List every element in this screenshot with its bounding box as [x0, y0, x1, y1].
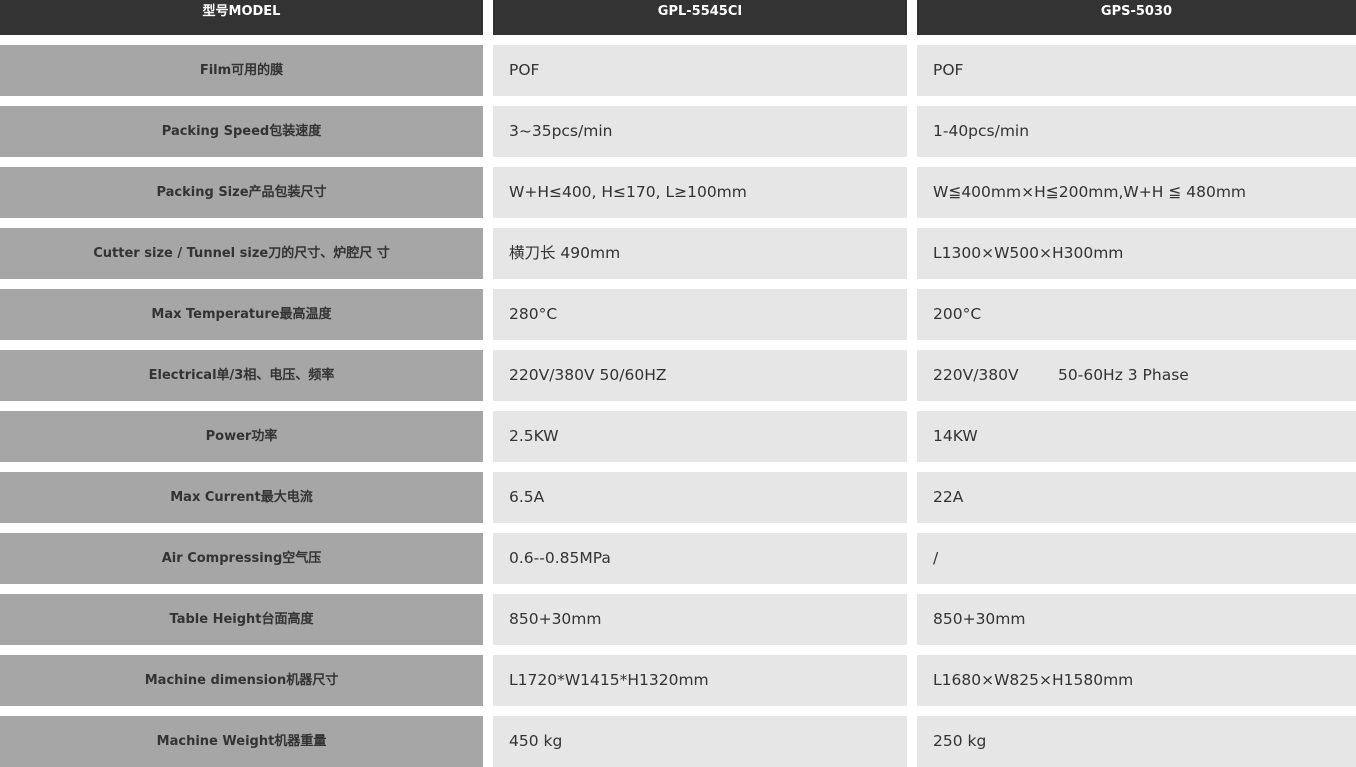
- spec-value-model-2: 850+30mm: [917, 594, 1356, 645]
- spec-label: Cutter size / Tunnel size刀的尺寸、炉腔尺 寸: [0, 228, 483, 279]
- header-model-2: GPS-5030: [917, 0, 1356, 35]
- spec-value-model-1: L1720*W1415*H1320mm: [493, 655, 907, 706]
- spec-value-model-2: /: [917, 533, 1356, 584]
- spec-value-model-1: 0.6--0.85MPa: [493, 533, 907, 584]
- header-model-1: GPL-5545CI: [493, 0, 907, 35]
- spec-label: Power功率: [0, 411, 483, 462]
- spec-value-model-2: L1300×W500×H300mm: [917, 228, 1356, 279]
- spec-value-model-2: 250 kg: [917, 716, 1356, 767]
- spec-label: Max Temperature最高温度: [0, 289, 483, 340]
- spec-value-model-2: 22A: [917, 472, 1356, 523]
- spec-value-model-2: 220V/380V 50-60Hz 3 Phase: [917, 350, 1356, 401]
- spec-value-model-1: 850+30mm: [493, 594, 907, 645]
- spec-value-model-2: W≦400mm×H≦200mm,W+H ≦ 480mm: [917, 167, 1356, 218]
- spec-label: Max Current最大电流: [0, 472, 483, 523]
- spec-value-model-2: 14KW: [917, 411, 1356, 462]
- spec-value-model-1: 6.5A: [493, 472, 907, 523]
- spec-value-model-1: 220V/380V 50/60HZ: [493, 350, 907, 401]
- spec-value-model-1: POF: [493, 45, 907, 96]
- spec-label: Air Compressing空气压: [0, 533, 483, 584]
- spec-value-model-1: 280°C: [493, 289, 907, 340]
- spec-label: Machine dimension机器尺寸: [0, 655, 483, 706]
- spec-value-model-1: 横刀长 490mm: [493, 228, 907, 279]
- spec-label: Film可用的膜: [0, 45, 483, 96]
- spec-value-model-2: POF: [917, 45, 1356, 96]
- spec-value-model-1: 450 kg: [493, 716, 907, 767]
- spec-value-model-2: L1680×W825×H1580mm: [917, 655, 1356, 706]
- spec-value-model-1: W+H≤400, H≤170, L≥100mm: [493, 167, 907, 218]
- spec-value-model-1: 3~35pcs/min: [493, 106, 907, 157]
- spec-label: Machine Weight机器重量: [0, 716, 483, 767]
- spec-label: Electrical单/3相、电压、频率: [0, 350, 483, 401]
- spec-label: Packing Size产品包装尺寸: [0, 167, 483, 218]
- spec-value-model-1: 2.5KW: [493, 411, 907, 462]
- spec-value-model-2: 1-40pcs/min: [917, 106, 1356, 157]
- spec-label: Packing Speed包装速度: [0, 106, 483, 157]
- spec-value-model-2: 200°C: [917, 289, 1356, 340]
- spec-label: Table Height台面高度: [0, 594, 483, 645]
- header-model-label: 型号MODEL: [0, 0, 483, 35]
